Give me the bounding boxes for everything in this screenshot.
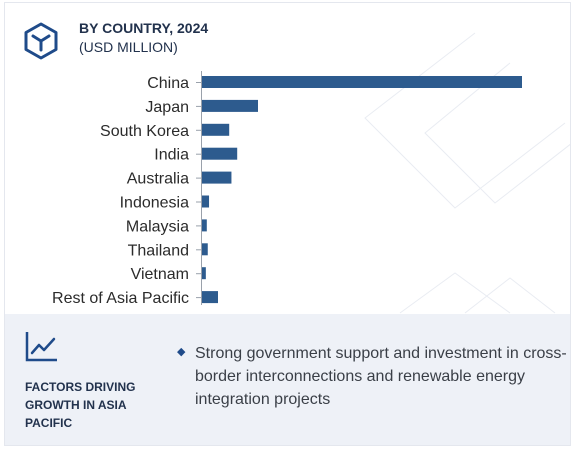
bar-china (202, 76, 522, 88)
bar-india (202, 147, 238, 160)
hexagon-cube-logo-icon (24, 22, 58, 60)
bar-south-korea (202, 123, 230, 136)
category-label: Malaysia (126, 218, 189, 235)
growth-factors-panel: FACTORS DRIVING GROWTH IN ASIA PACIFIC ◆… (5, 314, 570, 445)
bar-vietnam (202, 267, 206, 280)
growth-factor-text: Strong government support and investment… (195, 345, 567, 408)
chart-title: BY COUNTRY, 2024 (79, 20, 209, 36)
category-label: Indonesia (120, 195, 189, 212)
trend-line-chart-icon (25, 332, 57, 362)
category-label: India (154, 147, 189, 164)
bar-japan (202, 99, 258, 112)
bar-rest-of-asia-pacific (202, 291, 218, 304)
infographic-card: BY COUNTRY, 2024 (USD MILLION) China Japa… (4, 2, 571, 446)
bar-indonesia (202, 195, 210, 208)
background-decoration (364, 32, 570, 314)
diamond-bullet-icon: ◆ (177, 346, 186, 358)
bar-chart: China Japan South Korea India Australia Indon… (52, 71, 522, 307)
category-label: Rest of Asia Pacific (52, 290, 189, 307)
category-label: Australia (127, 171, 189, 188)
bar-malaysia (202, 219, 207, 232)
factors-heading: FACTORS DRIVING GROWTH IN ASIA PACIFIC (25, 380, 136, 430)
category-label: China (147, 75, 189, 92)
category-label: Vietnam (131, 266, 189, 283)
chart-subtitle: (USD MILLION) (79, 39, 178, 55)
bar-thailand (202, 243, 208, 256)
bar-australia (202, 171, 232, 184)
category-label: Thailand (128, 242, 189, 259)
category-label: Japan (145, 99, 189, 116)
category-label: South Korea (100, 123, 189, 140)
